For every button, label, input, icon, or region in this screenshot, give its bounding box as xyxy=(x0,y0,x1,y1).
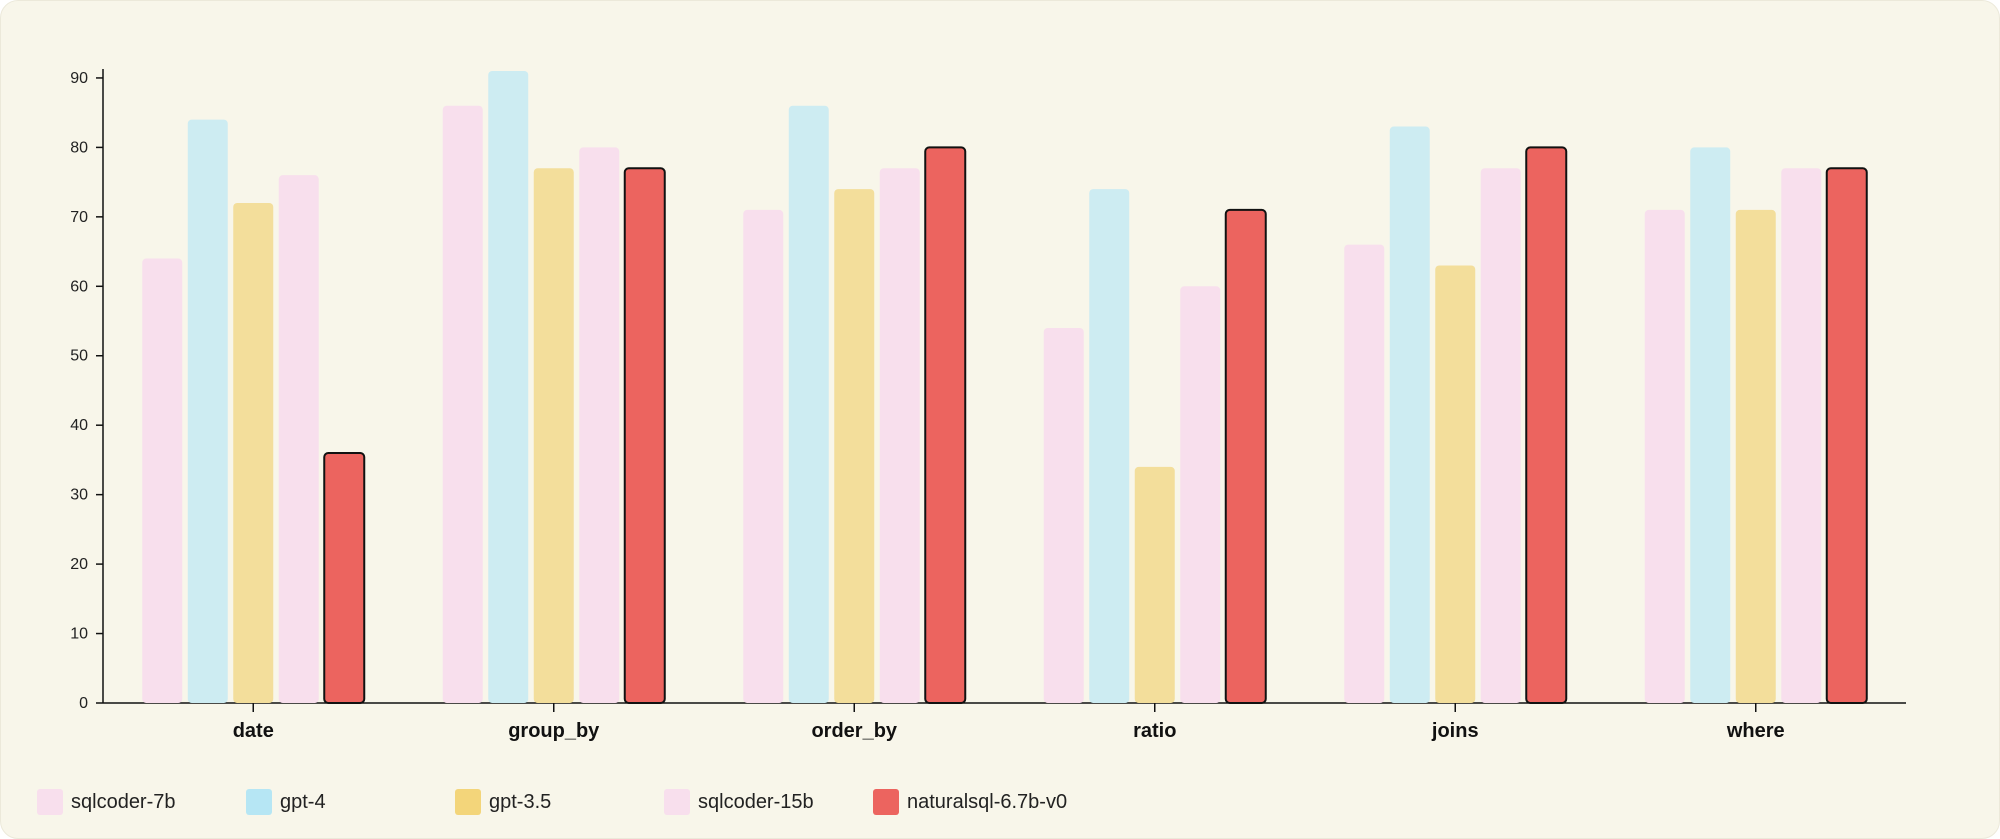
bar-sqlcoder-15b-order_by xyxy=(879,168,920,703)
legend-label: naturalsql-6.7b-v0 xyxy=(907,790,1068,813)
bar-gpt-3.5-group_by xyxy=(533,168,574,703)
bar-gpt-3.5-date xyxy=(233,202,274,703)
bar-naturalsql-6.7b-v0-ratio xyxy=(1224,208,1267,704)
bar-sqlcoder-15b-joins xyxy=(1480,168,1521,703)
legend-swatch xyxy=(37,789,63,815)
bar-gpt-4-where xyxy=(1690,147,1731,703)
y-tick-label: 60 xyxy=(70,278,88,295)
bar-gpt-3.5-order_by xyxy=(834,189,875,704)
legend: sqlcoder-7b gpt-4 gpt-3.5 sqlcoder-15b natur… xyxy=(37,787,1237,817)
y-tick-label: 70 xyxy=(70,209,88,226)
y-tick-label: 30 xyxy=(70,487,88,504)
bar-sqlcoder-7b-joins xyxy=(1344,244,1385,703)
bar-sqlcoder-7b-where xyxy=(1644,209,1685,703)
legend-swatch xyxy=(246,789,272,815)
bar-gpt-4-joins xyxy=(1389,126,1430,704)
bar-gpt-4-date xyxy=(187,119,228,704)
x-tick-label: ratio xyxy=(1133,720,1176,742)
legend-item: sqlcoder-15b xyxy=(664,787,814,817)
y-tick-label: 20 xyxy=(70,556,88,573)
bar-naturalsql-6.7b-v0-joins xyxy=(1525,146,1568,704)
bar-sqlcoder-7b-ratio xyxy=(1043,327,1084,703)
legend-swatch xyxy=(873,789,899,815)
bar-sqlcoder-15b-group_by xyxy=(579,147,620,703)
x-tick-label: where xyxy=(1726,720,1785,742)
bar-naturalsql-6.7b-v0-group_by xyxy=(623,167,666,704)
legend-label: gpt-4 xyxy=(280,790,326,813)
y-tick-label: 90 xyxy=(70,70,88,87)
bar-sqlcoder-7b-order_by xyxy=(743,209,784,703)
x-tick-label: joins xyxy=(1431,720,1479,742)
x-tick-label: order_by xyxy=(811,720,897,742)
legend-item: sqlcoder-7b xyxy=(37,787,176,817)
y-tick-label: 0 xyxy=(79,695,88,712)
bar-gpt-4-group_by xyxy=(488,71,529,703)
legend-label: sqlcoder-7b xyxy=(71,790,176,813)
bar-gpt-4-order_by xyxy=(788,105,829,703)
y-tick-label: 80 xyxy=(70,139,88,156)
bar-sqlcoder-7b-group_by xyxy=(442,105,483,703)
legend-item: naturalsql-6.7b-v0 xyxy=(873,787,1067,817)
bar-sqlcoder-15b-date xyxy=(278,175,319,703)
y-tick-label: 40 xyxy=(70,417,88,434)
legend-swatch xyxy=(664,789,690,815)
bar-gpt-4-ratio xyxy=(1089,189,1130,704)
bar-gpt-3.5-where xyxy=(1735,209,1776,703)
legend-label: gpt-3.5 xyxy=(489,790,552,813)
x-tick-label: date xyxy=(233,720,274,742)
x-tick-label: group_by xyxy=(508,720,600,742)
bar-naturalsql-6.7b-v0-where xyxy=(1825,167,1868,704)
bar-naturalsql-6.7b-v0-order_by xyxy=(924,146,967,704)
legend-label: sqlcoder-15b xyxy=(698,790,814,813)
bar-naturalsql-6.7b-v0-date xyxy=(323,451,366,704)
legend-swatch xyxy=(455,789,481,815)
legend-item: gpt-3.5 xyxy=(455,787,551,817)
bar-sqlcoder-7b-date xyxy=(142,258,183,703)
bar-gpt-3.5-joins xyxy=(1435,265,1476,703)
bar-sqlcoder-15b-where xyxy=(1781,168,1822,703)
y-tick-label: 50 xyxy=(70,348,88,365)
legend-item: gpt-4 xyxy=(246,787,326,817)
bar-gpt-3.5-ratio xyxy=(1134,466,1175,703)
bar-sqlcoder-15b-ratio xyxy=(1180,286,1221,703)
bar-chart: 0 10 20 30 40 50 60 70 80 90 date group_by order_by r… xyxy=(70,69,1906,742)
y-tick-label: 10 xyxy=(70,626,88,643)
